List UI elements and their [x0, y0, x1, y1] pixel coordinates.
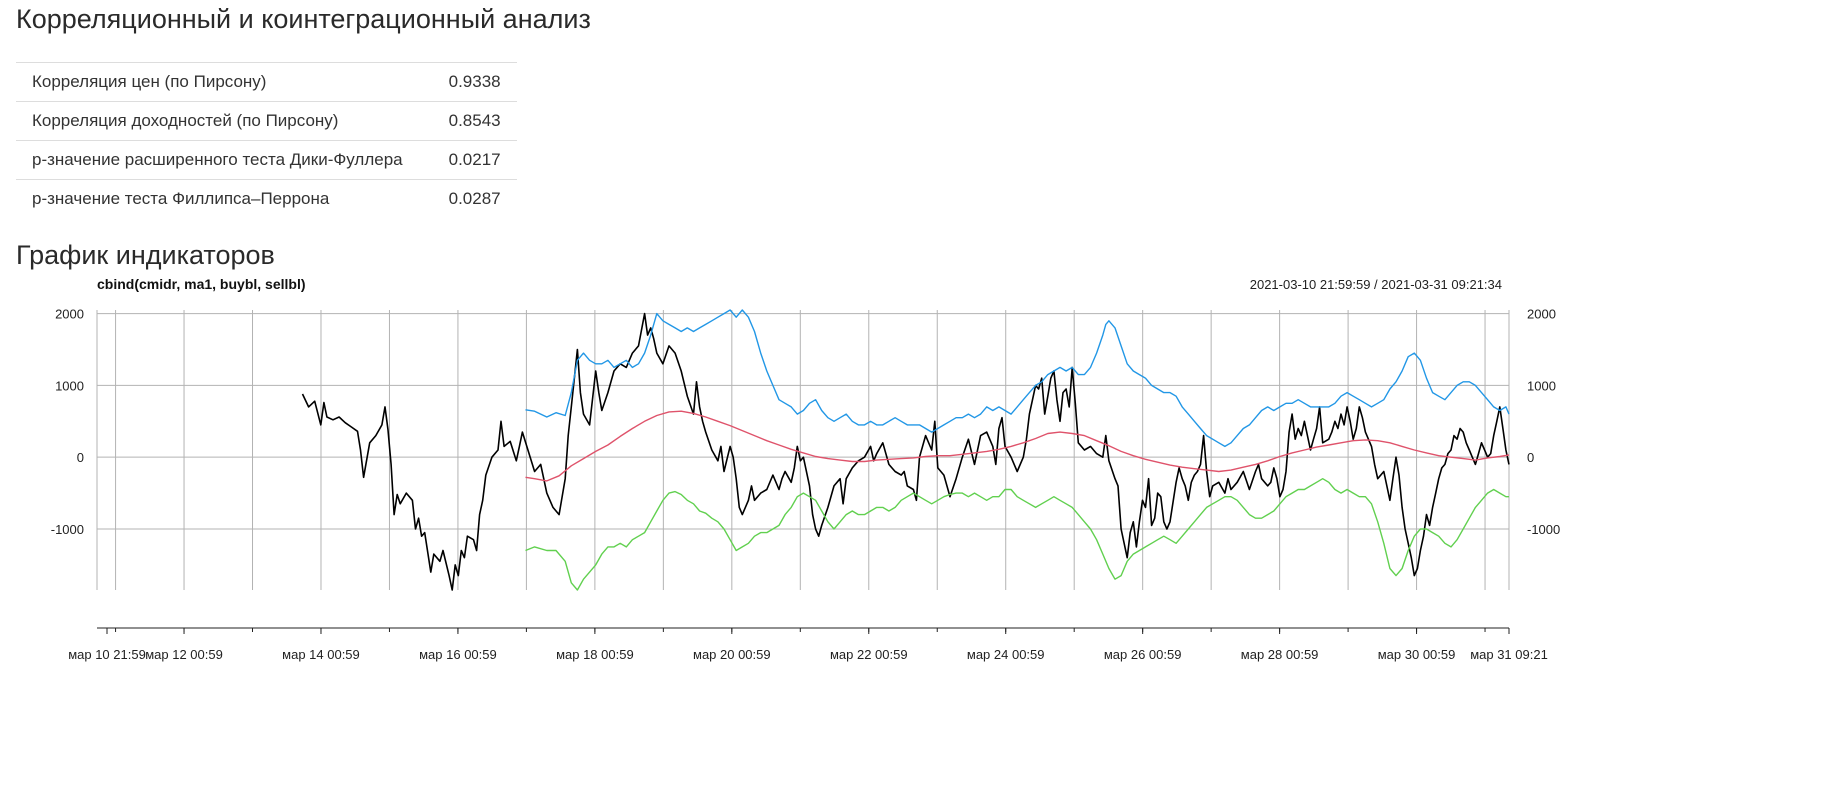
- x-tick-label: мар 31 09:21: [1470, 647, 1548, 662]
- stats-row: p-значение расширенного теста Дики-Фулле…: [16, 140, 517, 180]
- stats-value: 0.9338: [418, 62, 517, 102]
- stats-value: 0.8543: [418, 101, 517, 141]
- x-tick-label: мар 24 00:59: [967, 647, 1045, 662]
- stats-value: 0.0287: [418, 179, 517, 218]
- chart-series: [301, 309, 1510, 591]
- stats-label: p-значение теста Филлипса–Перрона: [16, 179, 419, 218]
- stats-row: Корреляция доходностей (по Пирсону) 0.854…: [16, 101, 517, 141]
- y-tick-label-right: 2000: [1527, 307, 1556, 322]
- series-line-cmidr: [301, 312, 1510, 591]
- stats-value: 0.0217: [418, 140, 517, 180]
- chart-title: cbind(cmidr, ma1, buybl, sellbl): [97, 276, 306, 292]
- y-tick-label-left: 2000: [55, 307, 84, 322]
- y-tick-label-right: 1000: [1527, 378, 1556, 393]
- y-tick-label-left: -1000: [51, 522, 84, 537]
- x-tick-label: мар 30 00:59: [1378, 647, 1456, 662]
- series-line-ma1: [525, 410, 1510, 482]
- stats-label: Корреляция цен (по Пирсону): [16, 62, 419, 102]
- series-line-buybl: [525, 309, 1510, 448]
- stats-row: Корреляция цен (по Пирсону) 0.9338: [16, 62, 517, 102]
- chart-axes: 2000 2000 1000 1000 0 0 -1000 -1000 мар 10 21:59…: [51, 307, 1561, 662]
- indicators-chart: cbind(cmidr, ma1, buybl, sellbl) 2021-03…: [51, 276, 1561, 662]
- y-tick-label-left: 1000: [55, 378, 84, 393]
- x-tick-label: мар 20 00:59: [693, 647, 771, 662]
- x-tick-label: мар 28 00:59: [1241, 647, 1319, 662]
- x-tick-label: мар 16 00:59: [419, 647, 497, 662]
- stats-table: Корреляция цен (по Пирсону) 0.9338 Корреля…: [16, 62, 517, 218]
- y-tick-label-left: 0: [77, 450, 84, 465]
- y-tick-label-right: -1000: [1527, 522, 1560, 537]
- series-line-sellbl: [525, 477, 1509, 591]
- x-tick-label: мар 10 21:59: [68, 647, 146, 662]
- x-tick-label: мар 18 00:59: [556, 647, 634, 662]
- stats-row: p-значение теста Филлипса–Перрона 0.0287: [16, 179, 517, 218]
- x-tick-label: мар 14 00:59: [282, 647, 360, 662]
- stats-label: p-значение расширенного теста Дики-Фулле…: [16, 140, 419, 180]
- x-tick-label: мар 22 00:59: [830, 647, 908, 662]
- x-tick-label: мар 26 00:59: [1104, 647, 1182, 662]
- chart-date-range: 2021-03-10 21:59:59 / 2021-03-31 09:21:3…: [1250, 277, 1502, 292]
- indicators-heading: График индикаторов: [16, 240, 275, 270]
- x-tick-label: мар 12 00:59: [145, 647, 223, 662]
- y-tick-label-right: 0: [1527, 450, 1534, 465]
- stats-label: Корреляция доходностей (по Пирсону): [16, 101, 419, 141]
- chart-grid: [96, 310, 1510, 590]
- analysis-heading: Корреляционный и коинтеграционный анализ: [16, 4, 591, 34]
